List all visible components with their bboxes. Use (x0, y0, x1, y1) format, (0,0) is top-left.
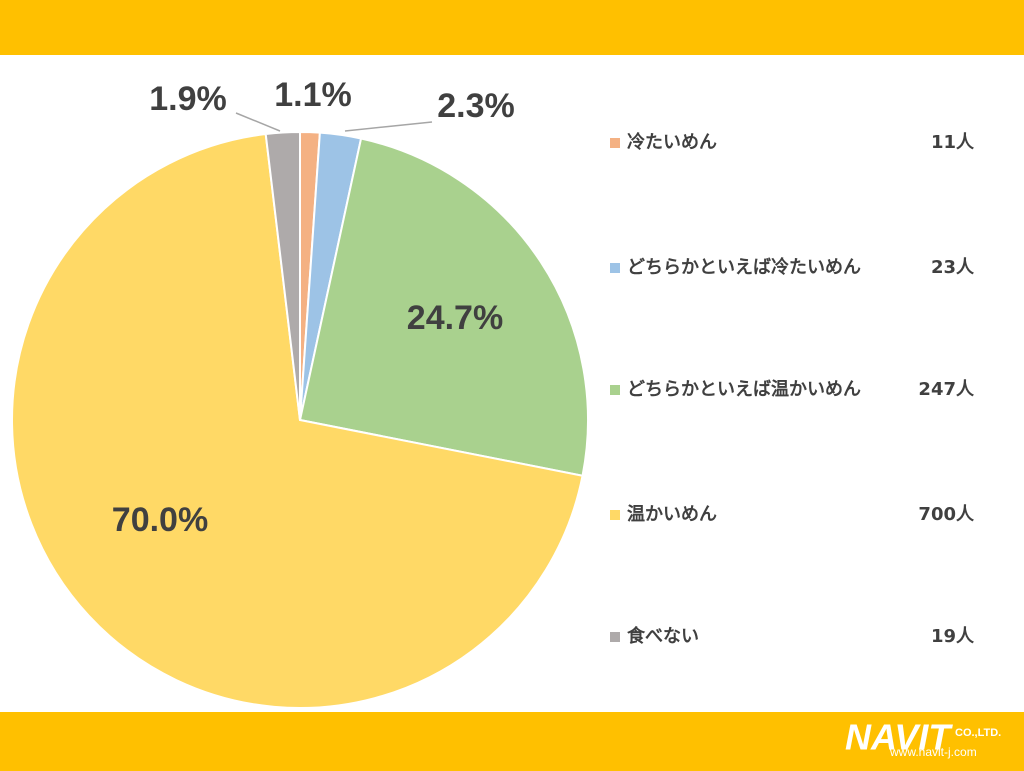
data-label: 1.1% (274, 76, 352, 114)
legend-label: 冷たいめん (627, 131, 717, 153)
legend-marker (610, 510, 620, 520)
leader-line (235, 112, 281, 132)
top-bar (0, 0, 1024, 55)
legend-label: どちらかといえば温かいめん (627, 379, 861, 400)
legend-marker (610, 138, 620, 148)
company: CO.,LTD. (955, 727, 1001, 739)
legend-count: 700人 (918, 504, 975, 525)
data-label: 2.3% (437, 87, 515, 125)
logo: NAVIT (845, 717, 953, 758)
legend-label: 温かいめん (627, 504, 717, 525)
legend-count: 23人 (931, 257, 975, 278)
legend-label: 食べない (626, 625, 699, 647)
legend-count: 247人 (918, 379, 975, 400)
legend-marker (610, 632, 620, 642)
legend-label: どちらかといえば冷たいめん (627, 256, 861, 278)
data-label: 1.9% (149, 80, 227, 118)
data-label: 70.0% (112, 501, 208, 539)
legend-count: 11人 (931, 132, 975, 153)
leader-line (344, 121, 433, 132)
url: www.navit-j.com (889, 745, 977, 759)
data-label: 24.7% (407, 299, 503, 337)
legend-count: 19人 (931, 626, 975, 647)
slice (264, 130, 301, 421)
slice (298, 137, 589, 477)
legend-marker (610, 385, 620, 395)
bottom-bar (0, 712, 1024, 771)
legend-marker (610, 263, 620, 273)
slice (11, 132, 584, 709)
